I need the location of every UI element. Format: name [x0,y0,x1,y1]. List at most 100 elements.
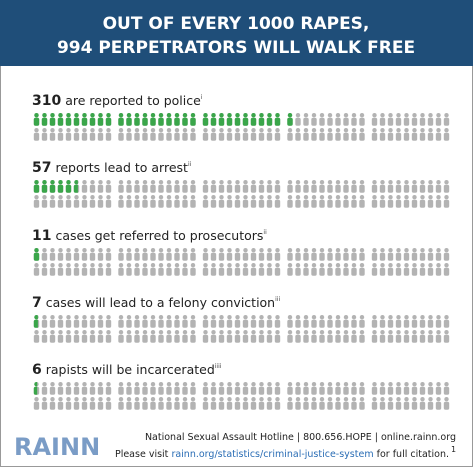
person-body [266,267,273,276]
person-head [106,180,111,185]
person-body [319,184,325,193]
person-head [166,382,172,387]
person-body [403,132,410,141]
person-head [359,315,365,320]
row-number: 7 [32,295,42,311]
person-body [234,401,241,410]
person-head [404,128,409,133]
person-head [219,195,224,200]
person-body [166,267,172,276]
person-head [259,113,264,118]
person-body [427,319,434,328]
person-head [267,263,272,268]
person-head [219,180,224,185]
person-head [259,315,264,320]
person-head [227,397,232,402]
person-head [351,195,357,200]
person-head [235,195,240,200]
person-body [319,401,325,410]
person-head [126,128,132,133]
person-body [351,267,357,276]
person-head [58,180,63,185]
person-head [380,128,385,133]
person-body [303,401,309,410]
person-body [142,199,148,208]
person-body [190,252,196,261]
person-head [327,180,333,185]
person-head [275,113,280,118]
person-head [118,113,124,118]
person-body [73,184,78,193]
person-head [311,382,317,387]
person-body [274,386,281,395]
person-body [49,184,56,193]
partial-icon [33,382,38,395]
person-head [343,128,349,133]
person-body [81,184,88,193]
person-head [267,330,272,335]
person-body [319,319,325,328]
person-head [404,113,409,118]
person-body [41,267,48,276]
person-body [234,184,241,193]
person-head [190,330,196,335]
person-head [287,330,293,335]
person-body [81,267,88,276]
person-head [142,397,148,402]
person-head [335,128,341,133]
person-head [319,397,325,402]
person-body [311,199,317,208]
person-body [427,401,434,410]
person-head [74,315,79,320]
person-body [295,401,301,410]
person-head [396,248,401,253]
person-head [74,195,79,200]
title-line: OUT OF EVERY 1000 RAPES, [103,14,370,34]
person-head [118,315,124,320]
person-body [57,132,64,141]
person-head [388,113,393,118]
person-body [182,319,188,328]
person-head [380,248,385,253]
person-head [303,195,309,200]
person-body [379,386,386,395]
person-head [74,263,79,268]
person-body [319,252,325,261]
person-head [428,263,433,268]
person-body [210,401,217,410]
person-body [142,252,148,261]
person-head [235,113,240,118]
person-head [319,248,325,253]
person-head [66,248,71,253]
person-body [371,117,378,126]
person-body [49,252,56,261]
row-label: 7 cases will lead to a felony convictioni… [32,295,280,311]
person-head [436,248,441,253]
person-body [403,267,410,276]
person-head [436,180,441,185]
person-body [81,199,88,208]
person-head [82,397,87,402]
person-body [126,319,132,328]
person-body [202,386,209,395]
person-body [379,132,386,141]
person-head [134,180,140,185]
person-head [74,397,79,402]
person-body [327,386,333,395]
citation-link[interactable]: rainn.org/statistics/criminal-justice-sy… [171,449,373,460]
person-body [295,319,301,328]
person-body [327,117,333,126]
person-head [227,382,232,387]
person-body [33,334,40,343]
person-head [50,248,55,253]
person-head [327,382,333,387]
person-body [57,401,64,410]
person-body [97,184,104,193]
person-body [343,319,349,328]
person-body [379,319,386,328]
person-head [166,397,172,402]
person-head [82,180,87,185]
person-body [419,199,426,208]
person-body [266,334,273,343]
person-body [295,386,301,395]
